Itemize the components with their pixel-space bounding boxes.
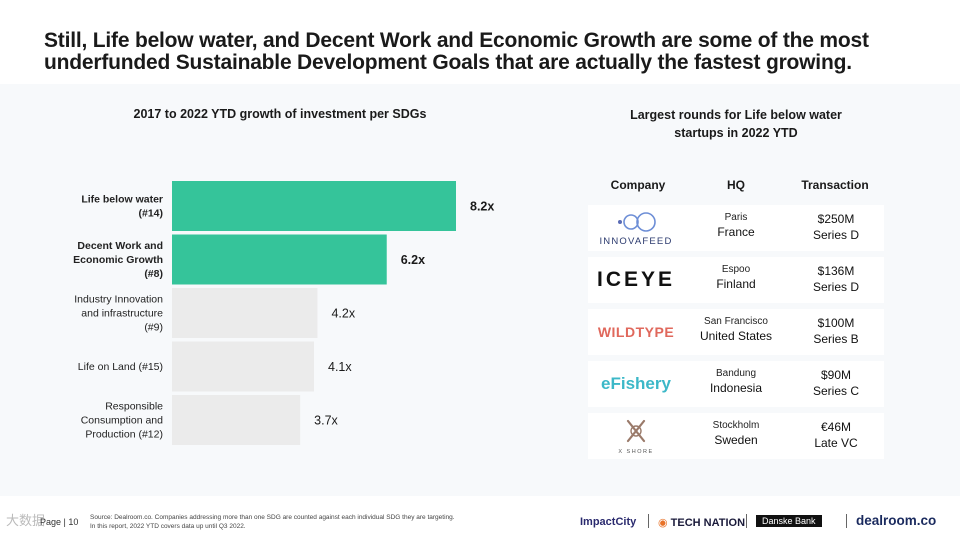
hq-city: San Francisco [704,316,768,327]
bar-value-label: 4.2x [331,307,355,321]
impactcity-logo: ImpactCity [580,516,637,528]
rounds-row: INNOVAFEED Paris France $250M Series D [588,205,884,251]
rounds-title-line-1: Largest rounds for Life below water [630,108,842,122]
hq-city: Stockholm [712,420,760,431]
wildtype-logo: WILDTYPE [597,324,675,340]
hq-city: Paris [724,212,748,223]
transaction-round: Series B [813,332,859,346]
iceye-logo: ICEYE [596,268,676,291]
category-label: Responsible Consumption and Production (#1… [81,401,163,441]
transaction-round: Late VC [814,436,858,450]
transaction-amount: $100M [817,316,855,330]
bar-value-label: 6.2x [401,253,425,267]
bar [172,181,456,231]
partner-separator [846,514,847,528]
transaction-round: Series C [812,384,859,398]
bar-chart: 8.2x Life below water (#14) 6.2x Decent Work… [73,181,494,445]
page-headline: Still, Life below water, and Decent Work… [44,30,924,74]
chart-title: 2017 to 2022 YTD growth of investment pe… [133,107,427,121]
hq-country: Indonesia [709,381,763,395]
column-header-transaction: Transaction [801,178,869,192]
tech-nation-logo: ◉ TECH NATION [658,517,746,529]
transaction-amount: $90M [820,368,852,382]
source-note: Source: Dealroom.co. Companies addressin… [90,513,530,531]
rounds-row: WILDTYPE San Francisco United States $100… [588,309,884,355]
rounds-title: Largest rounds for Life below water star… [596,106,876,142]
bar [172,395,301,445]
rounds-title-line-2: startups in 2022 YTD [674,126,798,140]
column-header-hq: HQ [727,178,745,192]
x-shore-logo: X SHORE [588,413,684,459]
column-header-company: Company [610,178,666,192]
rounds-row: eFishery Bandung Indonesia $90M Series C [588,361,884,407]
page-number: Page | 10 [40,517,79,527]
hq-country: France [717,225,755,239]
category-label: Industry Innovation and infrastructure (#9… [74,294,163,334]
headline-line-2: underfunded Sustainable Development Goal… [44,51,852,74]
hq-city: Espoo [721,264,751,275]
category-label: Life below water (#14) [81,194,163,220]
category-label: Life on Land (#15) [78,361,163,373]
dealroom-logo: dealroom.co [856,513,937,528]
source-line-1: Source: Dealroom.co. Companies addressin… [90,514,455,521]
bar [172,288,318,338]
partner-separator [746,514,747,528]
rounds-row: ICEYE Espoo Finland $136M Series D [588,257,884,303]
transaction-amount: $136M [817,264,855,278]
bar [172,341,314,392]
partner-separator [648,514,649,528]
transaction-round: Series D [812,228,859,242]
transaction-amount: $250M [817,212,855,226]
source-line-2: In this report, 2022 YTD covers data up … [90,523,246,530]
svg-text:X SHORE: X SHORE [618,449,653,455]
hq-country: Finland [716,277,756,291]
watermark: 大数据 [6,513,46,528]
transaction-round: Series D [812,280,859,294]
rounds-row: X SHORE Stockholm Sweden €46M Late VC [588,413,884,459]
category-label: Decent Work and Economic Growth (#8) [73,240,163,280]
svg-text:INNOVAFEED: INNOVAFEED [599,236,672,247]
bar-value-label: 8.2x [470,200,494,214]
hq-country: United States [699,329,773,343]
bar-value-label: 4.1x [328,360,352,374]
headline-line-1: Still, Life below water, and Decent Work… [44,29,869,52]
efishery-logo: eFishery [601,374,671,393]
bar-value-label: 3.7x [314,414,338,428]
hq-city: Bandung [715,368,757,379]
danske-bank-logo: Danske Bank [756,515,822,527]
hq-country: Sweden [714,433,758,447]
transaction-amount: €46M [820,420,852,434]
innovafeed-logo: INNOVAFEED [588,205,684,251]
bar [172,234,387,285]
